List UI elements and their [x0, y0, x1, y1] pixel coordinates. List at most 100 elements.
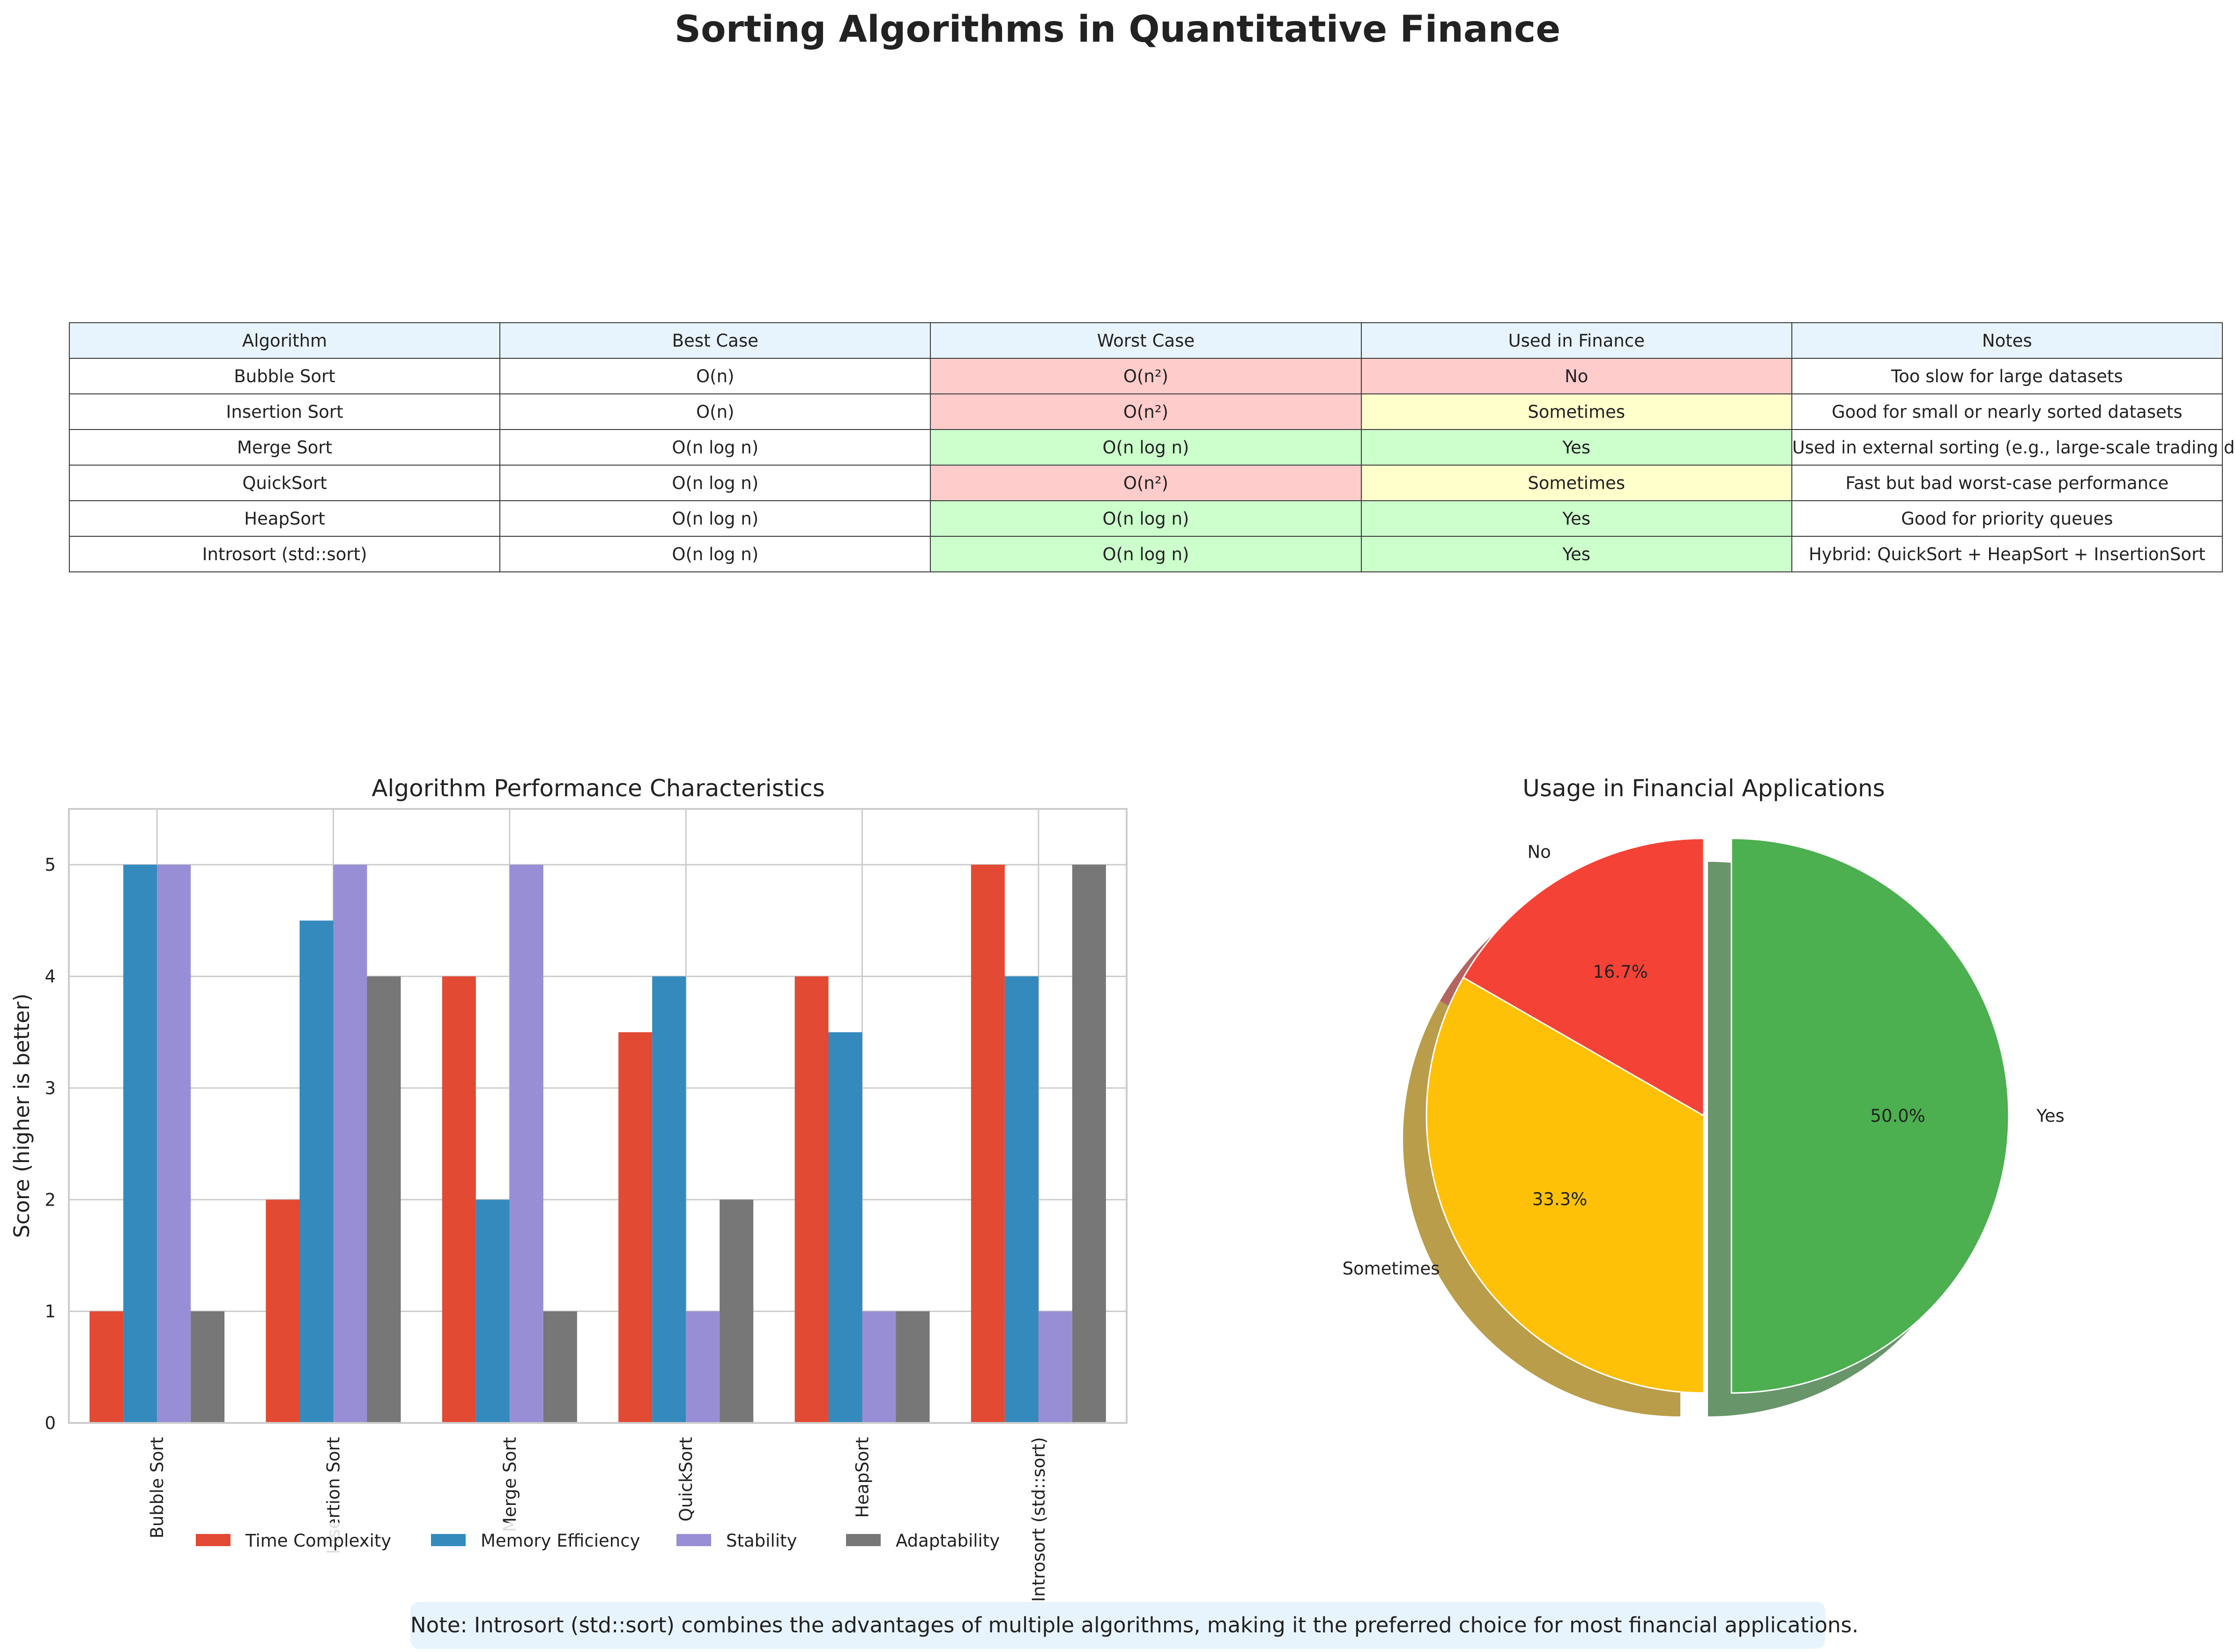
- y-tick-label: 4: [45, 967, 56, 987]
- table-cell: O(n): [499, 358, 931, 394]
- table-cell: Hybrid: QuickSort + HeapSort + Insertion…: [1791, 536, 2223, 572]
- pie-chart-slices: 16.7% No 33.3% Sometimes 50.0% Yes: [1343, 837, 2064, 1416]
- bar: [191, 1311, 225, 1423]
- pie-category-label: Sometimes: [1343, 1259, 1440, 1279]
- bar: [686, 1311, 720, 1423]
- bar-chart-legend: Time Complexity Memory Efficiency Stabilit…: [186, 1523, 1002, 1558]
- pie-chart: Usage in Financial Applications 16.7% No 3…: [1343, 775, 2064, 1416]
- bar-chart-y-axis-label: Score (higher is better): [9, 993, 34, 1238]
- table-header-cell: Notes: [1791, 322, 2223, 359]
- x-tick-label: QuickSort: [676, 1437, 696, 1521]
- y-tick-label: 0: [45, 1413, 56, 1433]
- bar: [367, 976, 401, 1423]
- bar: [720, 1200, 754, 1423]
- main-title: Sorting Algorithms in Quantitative Finan…: [674, 8, 1561, 51]
- x-tick-label: Introsort (std::sort): [1029, 1437, 1049, 1602]
- table-cell: Sometimes: [1360, 465, 1792, 501]
- table-cell: O(n²): [930, 393, 1362, 430]
- bar: [1072, 865, 1106, 1423]
- y-tick-label: 3: [45, 1078, 56, 1098]
- table-cell: Good for small or nearly sorted datasets: [1791, 393, 2223, 430]
- y-tick-label: 1: [45, 1302, 56, 1322]
- table-cell: Used in external sorting (e.g., large-sc…: [1791, 429, 2235, 466]
- legend-swatch: [431, 1534, 466, 1546]
- pie-slice: [1462, 837, 1705, 1117]
- bar: [442, 976, 476, 1423]
- bar: [543, 1311, 577, 1423]
- table-cell: Fast but bad worst-case performance: [1791, 465, 2223, 501]
- table-header-cell: Worst Case: [930, 322, 1362, 359]
- table-cell: Too slow for large datasets: [1791, 358, 2223, 394]
- x-tick-label: Bubble Sort: [147, 1437, 167, 1538]
- table-header-cell: Used in Finance: [1360, 322, 1792, 359]
- table-cell: Bubble Sort: [68, 358, 501, 394]
- table-cell: O(n log n): [499, 429, 931, 466]
- bar: [1004, 976, 1039, 1423]
- table-cell: O(n): [499, 393, 931, 430]
- bar: [652, 976, 686, 1423]
- bar: [618, 1032, 653, 1423]
- table-row: Introsort (std::sort) O(n log n) O(n log n…: [68, 536, 2223, 572]
- table-cell: O(n log n): [930, 536, 1362, 572]
- bar: [509, 865, 543, 1423]
- bar: [795, 976, 829, 1423]
- bar: [896, 1311, 930, 1423]
- bar-plot-area: [69, 809, 1127, 1423]
- table-cell: Sometimes: [1360, 393, 1792, 430]
- bar: [828, 1032, 862, 1423]
- table-cell: O(n²): [930, 465, 1362, 501]
- bar: [1038, 1311, 1072, 1423]
- table-cell: QuickSort: [68, 465, 501, 501]
- bar: [266, 1200, 300, 1423]
- table-cell: Yes: [1360, 429, 1792, 466]
- bar-plot-frame: [68, 808, 1128, 1424]
- bar-chart: Algorithm Performance Characteristics Sc…: [9, 775, 1128, 1602]
- pie-category-label: Yes: [2036, 1106, 2064, 1126]
- table-row: Insertion Sort O(n) O(n²) Sometimes Good for…: [68, 393, 2223, 430]
- bar: [971, 865, 1005, 1423]
- x-tick-label: HeapSort: [853, 1437, 873, 1518]
- bar: [123, 865, 157, 1423]
- bar-chart-grid: [69, 809, 1127, 1424]
- legend-swatch: [676, 1534, 711, 1546]
- table-cell: Yes: [1360, 500, 1792, 537]
- pie-percent-label: 16.7%: [1593, 962, 1648, 982]
- x-tick-label: Merge Sort: [500, 1437, 520, 1532]
- legend-swatch: [846, 1534, 881, 1546]
- footnote: Note: Introsort (std::sort) combines the…: [410, 1602, 1858, 1649]
- table-cell: O(n log n): [930, 500, 1362, 537]
- bar: [475, 1200, 510, 1423]
- pie-chart-title: Usage in Financial Applications: [1522, 775, 1885, 802]
- bar: [862, 1311, 896, 1423]
- table-cell: Good for priority queues: [1791, 500, 2223, 537]
- table-row: QuickSort O(n log n) O(n²) Sometimes Fast bu…: [68, 465, 2223, 501]
- pie-percent-label: 50.0%: [1870, 1106, 1925, 1126]
- pie-slice: [1730, 837, 2010, 1394]
- legend-label: Stability: [726, 1531, 797, 1551]
- bar: [333, 865, 367, 1423]
- legend-label: Adaptability: [896, 1531, 1000, 1551]
- bar: [299, 920, 334, 1423]
- table-row: Merge Sort O(n log n) O(n log n) Yes Used in…: [68, 429, 2235, 466]
- table-cell: Introsort (std::sort): [68, 536, 501, 572]
- table-cell: HeapSort: [68, 500, 501, 537]
- legend-swatch: [196, 1534, 230, 1546]
- pie-category-label: No: [1527, 842, 1551, 862]
- pie-percent-label: 33.3%: [1532, 1189, 1588, 1209]
- bar-chart-title: Algorithm Performance Characteristics: [371, 775, 824, 802]
- table-cell: Insertion Sort: [68, 393, 501, 430]
- pie-slice: [1426, 977, 1705, 1394]
- legend-label: Memory Efficiency: [481, 1531, 640, 1551]
- table-header-cell: Best Case: [499, 322, 931, 359]
- table-cell: Yes: [1360, 536, 1792, 572]
- y-tick-label: 5: [45, 855, 56, 875]
- table-header-row: Algorithm Best Case Worst Case Used in Fina…: [68, 322, 2223, 359]
- table-cell: O(n log n): [930, 429, 1362, 466]
- table-cell: No: [1360, 358, 1792, 394]
- table-cell: O(n log n): [499, 536, 931, 572]
- table-row: HeapSort O(n log n) O(n log n) Yes Good for …: [68, 500, 2223, 537]
- legend-label: Time Complexity: [245, 1531, 391, 1551]
- table-cell: O(n²): [930, 358, 1362, 394]
- table-cell: O(n log n): [499, 465, 931, 501]
